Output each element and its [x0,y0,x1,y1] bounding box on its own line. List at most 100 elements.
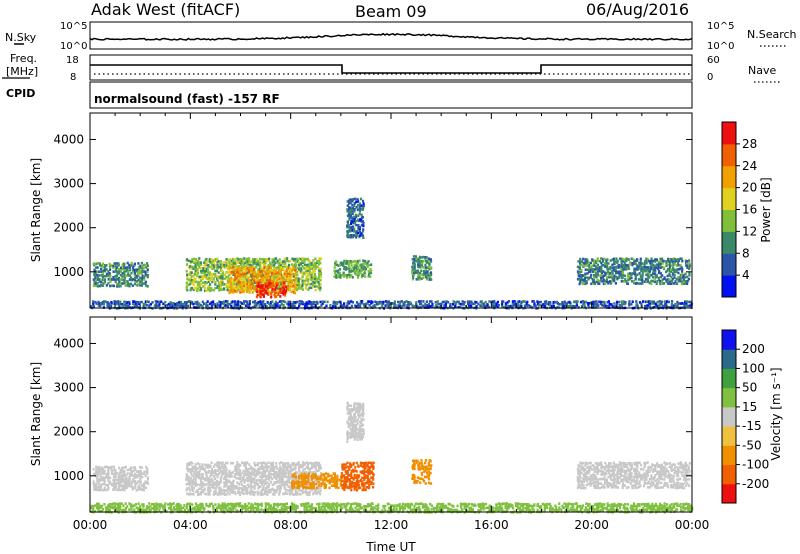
data-cell [276,304,279,308]
data-cell [187,265,190,269]
data-cell [205,281,208,285]
data-cell [639,262,642,265]
data-cell [606,280,609,283]
data-cell [297,277,301,281]
data-cell [582,473,585,477]
data-cell [189,281,193,284]
data-cell [194,477,197,481]
data-cell [226,279,229,283]
data-cell [263,263,267,267]
data-cell [591,476,594,479]
data-cell [391,302,394,305]
data-cell [314,264,317,267]
data-cell [351,206,354,210]
data-cell [117,270,120,273]
data-cell [235,473,238,476]
data-cell [353,483,356,487]
data-cell [606,465,609,469]
data-cell [555,300,559,304]
data-cell [325,484,328,487]
data-cell [266,292,269,295]
data-cell [298,266,301,269]
data-cell [291,492,294,496]
data-cell [107,486,110,489]
data-cell [283,265,286,268]
data-cell [171,302,174,305]
data-cell [242,475,245,478]
data-cell [135,482,138,485]
data-cell [256,493,259,496]
data-cell [366,463,369,467]
data-cell [285,483,288,486]
data-cell [117,488,121,492]
data-cell [115,302,118,306]
data-cell [270,292,273,295]
data-cell [578,474,581,478]
data-cell [346,267,349,270]
data-cell [343,266,346,269]
data-cell [205,465,208,469]
data-cell [332,300,335,304]
data-cell [307,279,310,282]
data-cell [105,284,108,287]
data-cell [239,263,242,266]
data-cell [272,261,275,264]
data-cell [287,473,290,477]
data-cell [317,268,321,272]
data-cell [221,265,224,268]
data-cell [93,280,96,283]
data-cell [300,269,303,272]
data-cell [190,487,193,490]
data-cell [207,469,210,473]
data-cell [641,272,644,275]
data-cell [139,266,142,269]
data-cell [273,482,276,486]
data-cell [275,286,278,289]
data-cell [596,271,599,275]
data-cell [109,268,112,271]
data-cell [334,476,337,480]
data-cell [348,273,351,276]
data-cell [314,474,317,478]
data-cell [397,304,400,307]
data-cell [271,258,274,261]
data-cell [268,257,271,261]
data-cell [292,464,295,467]
data-cell [271,288,274,291]
data-cell [187,283,191,287]
data-cell [429,305,432,308]
data-cell [234,274,237,278]
data-cell [585,472,588,475]
data-cell [93,486,96,490]
data-cell [600,257,603,260]
data-cell [134,482,137,485]
data-cell [547,301,551,304]
data-cell [363,470,366,473]
data-cell [114,468,117,472]
data-cell [346,232,349,235]
data-cell [276,487,279,491]
data-cell [475,301,478,304]
data-cell [189,271,192,274]
data-cell [624,278,627,281]
data-cell [128,482,131,486]
data-cell [612,257,615,261]
data-cell [125,480,128,484]
data-cell [241,283,244,286]
data-cell [300,262,303,265]
data-cell [591,277,594,281]
data-cell [232,261,235,265]
data-cell [139,480,142,483]
data-cell [358,204,361,207]
data-cell [135,268,139,271]
data-cell [305,271,308,274]
data-cell [189,278,192,282]
data-cell [316,476,319,479]
data-cell [236,270,240,274]
data-cell [596,478,599,481]
data-cell [283,463,287,466]
data-cell [614,265,617,269]
data-cell [217,286,221,290]
data-cell [648,281,651,285]
data-cell [294,287,297,291]
